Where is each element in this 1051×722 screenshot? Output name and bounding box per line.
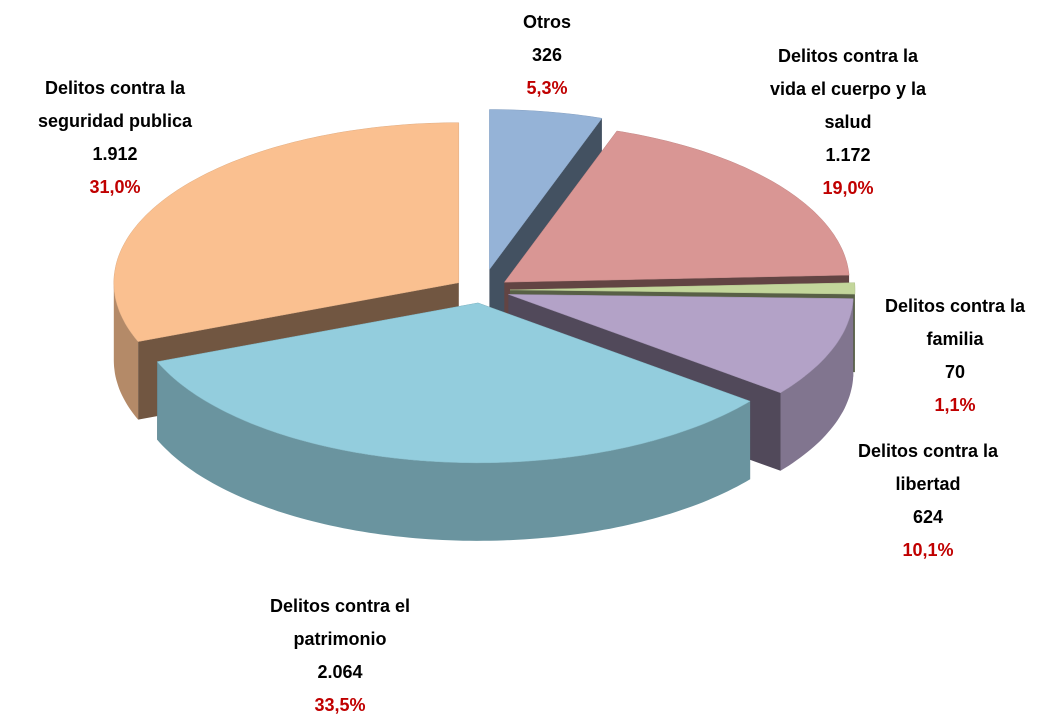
value-label: 2.064 [258,656,423,689]
percentage-label: 19,0% [768,172,928,205]
value-label: 624 [846,501,1011,534]
value-label: 70 [873,356,1038,389]
category-name: Delitos contra el patrimonio [258,590,423,656]
percentage-label: 1,1% [873,389,1038,422]
category-name: Delitos contra la familia [873,290,1038,356]
category-name: Delitos contra la seguridad publica [28,72,203,138]
value-label: 1.912 [28,138,203,171]
category-name: Delitos contra la libertad [846,435,1011,501]
value-label: 1.172 [768,139,928,172]
percentage-label: 5,3% [487,72,607,105]
percentage-label: 33,5% [258,689,423,722]
category-name: Otros [487,6,607,39]
percentage-label: 10,1% [846,534,1011,567]
value-label: 326 [487,39,607,72]
data-label: Delitos contra la vida el cuerpo y la sa… [768,40,928,205]
percentage-label: 31,0% [28,171,203,204]
category-name: Delitos contra la vida el cuerpo y la sa… [768,40,928,139]
